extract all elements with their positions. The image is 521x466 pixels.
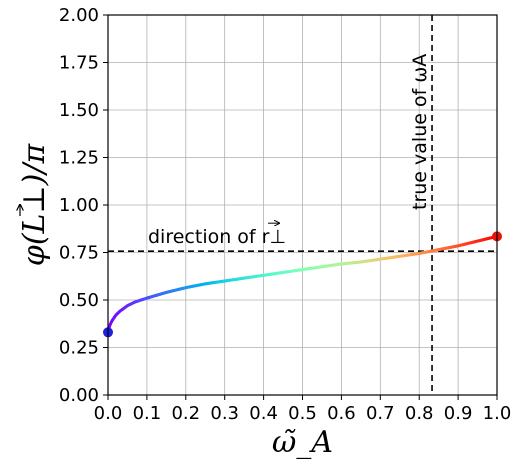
x-tick-label: 0.1 <box>133 403 162 424</box>
x-tick-label: 0.5 <box>288 403 317 424</box>
x-ticks: 0.0 0.1 0.2 0.3 0.4 0.5 0.6 0.7 0.8 0.9 1.0 <box>94 395 512 424</box>
x-tick-label: 1.0 <box>483 403 512 424</box>
y-ticks: 0.00 0.25 0.50 0.75 1.00 1.25 1.50 1.75 2.00 <box>59 5 108 406</box>
y-tick-label: 0.50 <box>59 290 99 311</box>
annotations: direction of r⊥ true value of ωA <box>148 54 431 248</box>
grid <box>107 14 498 396</box>
y-tick-label: 1.75 <box>59 53 99 74</box>
y-axis-label: φ(L⊥)/π <box>17 143 52 267</box>
x-tick-label: 0.9 <box>444 403 473 424</box>
y-tick-label: 1.25 <box>59 148 99 169</box>
y-tick-label: 0.00 <box>59 385 99 406</box>
y-tick-label: 0.25 <box>59 338 99 359</box>
x-axis-label: ω̃_A <box>272 425 333 460</box>
x-tick-label: 0.8 <box>405 403 434 424</box>
x-tick-label: 0.7 <box>366 403 395 424</box>
x-tick-label: 0.0 <box>94 403 123 424</box>
y-tick-label: 1.50 <box>59 100 99 121</box>
y-tick-label: 0.75 <box>59 243 99 264</box>
true-value-annotation: true value of ωA <box>409 54 431 210</box>
x-tick-label: 0.3 <box>210 403 239 424</box>
direction-annotation: direction of r⊥ <box>148 226 286 248</box>
series-curve <box>106 234 499 334</box>
x-tick-label: 0.4 <box>249 403 278 424</box>
y-tick-label: 1.00 <box>59 195 99 216</box>
y-tick-label: 2.00 <box>59 5 99 26</box>
x-tick-label: 0.2 <box>171 403 200 424</box>
x-tick-label: 0.6 <box>327 403 356 424</box>
axis-labels: ω̃_A φ(L⊥)/π <box>17 143 333 460</box>
